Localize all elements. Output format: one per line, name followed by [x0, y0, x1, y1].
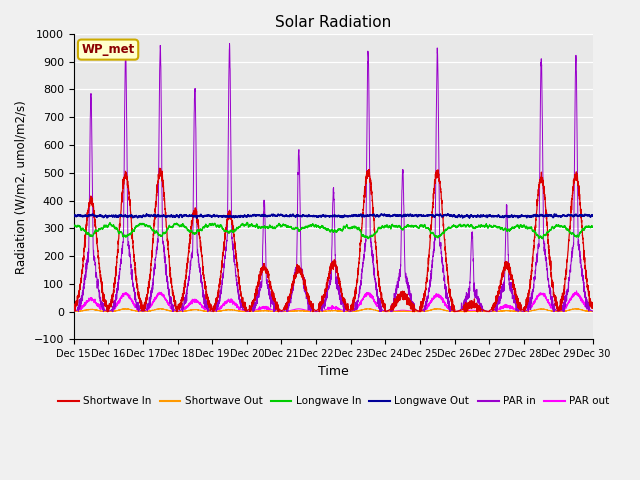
X-axis label: Time: Time	[318, 365, 349, 378]
Title: Solar Radiation: Solar Radiation	[275, 15, 392, 30]
Legend: Shortwave In, Shortwave Out, Longwave In, Longwave Out, PAR in, PAR out: Shortwave In, Shortwave Out, Longwave In…	[54, 392, 613, 410]
Text: WP_met: WP_met	[81, 43, 134, 56]
Y-axis label: Radiation (W/m2, umol/m2/s): Radiation (W/m2, umol/m2/s)	[15, 100, 28, 274]
